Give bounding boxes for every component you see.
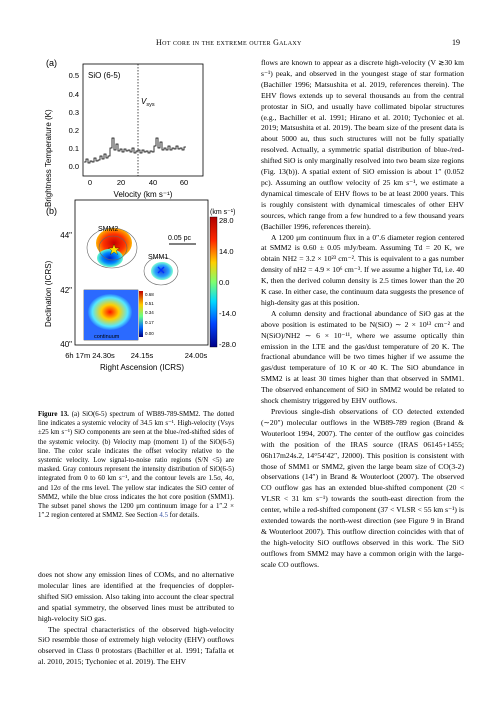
panel-a-xlabel: Velocity (km s⁻¹) [114,190,173,199]
running-title: Hot core in the extreme outer Galaxy [156,38,302,47]
smm2-blue-lobe [97,249,123,267]
caption-section-link[interactable]: 4.5 [159,512,168,520]
svg-text:0.51: 0.51 [145,301,154,306]
svg-text:-28.0: -28.0 [219,340,236,349]
left-paragraph-1: does not show any emission lines of COMs… [38,570,234,623]
panel-b-ra-ticks: 6h 17m 24.30s 24.15s 24.00s [65,351,207,360]
smm1-contour [143,256,179,286]
panel-b-ylabel: Declination (ICRS) [44,260,53,327]
figure-13: (a) Brightness Temperature (K) 0.5 0.4 0… [44,58,236,372]
svg-text:40: 40 [149,178,157,187]
svg-text:0.0: 0.0 [219,278,229,287]
svg-text:0.5: 0.5 [69,71,79,80]
blue-cross-icon [157,266,165,274]
right-column-text: flows are known to appear as a discrete … [261,58,464,571]
svg-text:0: 0 [88,178,92,187]
colorbar-unit: (km s⁻¹) [210,209,235,216]
svg-text:6h 17m 24.30s: 6h 17m 24.30s [65,351,115,360]
svg-text:-14.0: -14.0 [219,309,236,318]
panel-a-xticks: 0 20 40 60 [88,178,188,187]
left-paragraph-2: The spectral characteristics of the obse… [38,624,234,667]
velocity-colorbar [209,216,218,348]
svg-text:0.0: 0.0 [69,162,79,171]
svg-text:0.17: 0.17 [145,320,154,325]
smm2-contour-outer [86,227,138,269]
scale-bar-label: 0.05 pc [168,235,191,242]
svg-text:0.00: 0.00 [145,331,154,336]
left-column-text: does not show any emission lines of COMs… [38,570,234,668]
panel-a-label: (a) [46,58,57,68]
svg-text:0.1: 0.1 [69,144,79,153]
inset-label: continuum [94,334,120,340]
figure-caption: Figure 13. (a) SiO(6-5) spectrum of WB89… [38,410,234,520]
svg-text:44": 44" [60,231,72,240]
caption-tail: for details. [167,512,200,520]
panel-b-dec-ticks: 44" 42" 40" [60,231,72,349]
inset-colorbar-ticks: 0.68 0.51 0.34 0.17 0.00 [145,292,154,336]
svg-text:0.4: 0.4 [69,90,79,99]
panel-a-ylabel: Brightness Temperature (K) [44,109,53,207]
right-paragraph-2: A 1200 μm continuum flux in a 0″.6 diame… [261,232,464,307]
smm2-label: SMM2 [98,226,118,233]
colorbar-ticks: 28.0 14.0 0.0 -14.0 -28.0 [219,216,236,349]
svg-text:42": 42" [60,286,72,295]
svg-text:0.2: 0.2 [69,126,79,135]
inset-colorbar [139,291,143,337]
panel-b-label: (b) [46,206,57,216]
svg-text:20: 20 [117,178,125,187]
right-paragraph-3: A column density and fractional abundanc… [261,308,464,406]
smm2-contour-mid [98,235,128,261]
line-name: SiO (6-5) [88,71,121,80]
continuum-source [88,294,132,330]
spectrum-trace [84,137,186,164]
smm1-label: SMM1 [148,254,168,261]
svg-text:14.0: 14.0 [219,247,234,256]
page-number: 19 [452,38,460,47]
page-header: Hot core in the extreme outer Galaxy 19 [0,38,500,52]
svg-text:0.68: 0.68 [145,292,154,297]
panel-b-xlabel: Right Ascension (ICRS) [100,363,184,372]
caption-text: (a) SiO(6-5) spectrum of WB89-789-SMM2. … [38,411,234,520]
svg-text:0.34: 0.34 [145,310,154,315]
svg-text:40": 40" [60,340,72,349]
spectrum-frame [82,63,204,177]
right-paragraph-4: Previous single-dish observations of CO … [261,407,464,569]
svg-text:24.15s: 24.15s [131,351,154,360]
yellow-star-icon [108,243,120,255]
svg-text:0.3: 0.3 [69,108,79,117]
svg-text:60: 60 [180,178,188,187]
vsys-label: Vsys [141,97,155,108]
svg-text:24.00s: 24.00s [185,351,208,360]
panel-a-yticks: 0.5 0.4 0.3 0.2 0.1 0.0 [69,71,79,171]
right-paragraph-1: flows are known to appear as a discrete … [261,58,464,231]
caption-label: Figure 13. [38,411,69,418]
svg-text:28.0: 28.0 [219,216,234,225]
